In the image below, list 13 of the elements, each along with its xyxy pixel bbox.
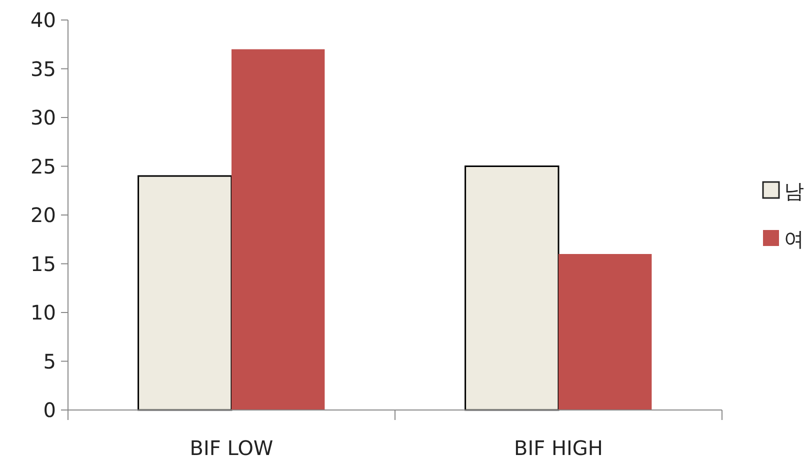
legend-label: 남 <box>784 179 804 203</box>
y-tick-label: 40 <box>30 8 56 32</box>
y-tick-label: 25 <box>30 154 56 178</box>
y-tick-label: 30 <box>30 106 56 130</box>
legend-label: 여 <box>784 227 804 251</box>
y-tick-label: 20 <box>30 203 56 227</box>
y-tick-label: 10 <box>30 300 56 324</box>
x-tick-label: BIF LOW <box>190 436 274 460</box>
y-tick-label: 15 <box>30 252 56 276</box>
y-tick-label: 5 <box>43 349 56 374</box>
y-tick-label: 35 <box>30 56 56 81</box>
y-tick-label: 0 <box>43 398 56 422</box>
x-tick-label: BIF HIGH <box>514 436 603 460</box>
